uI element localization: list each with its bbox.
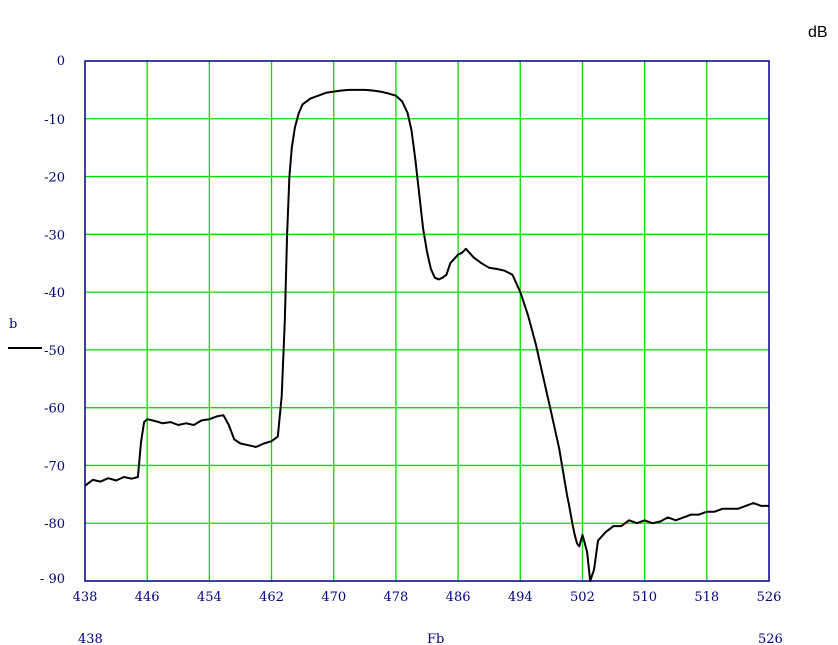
x-axis-ticks: 438 446 454 462 470 478 486 494 502 510 518 526 <box>73 590 782 605</box>
x-tick-label: 510 <box>632 590 657 605</box>
x-tick-label: 478 <box>383 590 408 605</box>
x-axis-label: Fb <box>427 632 444 645</box>
x-tick-label: 486 <box>446 590 471 605</box>
x-tick-label: 494 <box>508 590 533 605</box>
series-line-b <box>84 88 769 582</box>
y-tick-label: - 90 <box>40 572 65 587</box>
y-tick-label: -50 <box>44 344 65 359</box>
x-tick-label: 454 <box>197 590 222 605</box>
x-tick-label: 518 <box>694 590 719 605</box>
x-range-start-label: 438 <box>78 632 103 645</box>
y-tick-label: -10 <box>44 113 65 128</box>
x-tick-label: 438 <box>73 590 98 605</box>
plot-frame <box>84 60 770 582</box>
legend: b <box>8 317 42 349</box>
y-tick-label: -60 <box>44 402 65 417</box>
y-tick-label: -30 <box>44 228 65 243</box>
x-range-end-label: 526 <box>758 632 783 645</box>
y-tick-label: -70 <box>44 459 65 474</box>
y-axis-ticks: 0 -10 -20 -30 -40 -50 -60 -70 -80 - 90 <box>40 54 65 587</box>
x-tick-label: 526 <box>757 590 782 605</box>
y-tick-label: -40 <box>44 286 65 301</box>
x-tick-label: 446 <box>135 590 160 605</box>
unit-label: dB <box>808 24 828 41</box>
y-tick-label: -80 <box>44 517 65 532</box>
x-tick-label: 470 <box>321 590 346 605</box>
y-tick-label: -20 <box>44 171 65 186</box>
grid <box>85 61 769 581</box>
x-tick-label: 462 <box>259 590 284 605</box>
y-tick-label: 0 <box>57 54 65 69</box>
x-tick-label: 502 <box>570 590 595 605</box>
legend-label: b <box>9 317 17 332</box>
